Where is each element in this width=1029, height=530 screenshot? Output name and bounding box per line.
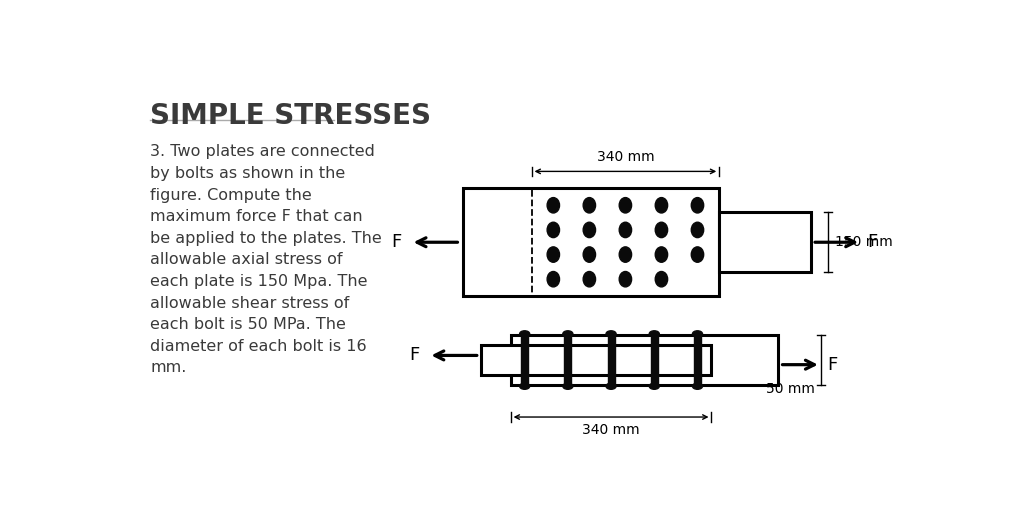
Text: 3. Two plates are connected
by bolts as shown in the
figure. Compute the
maximum: 3. Two plates are connected by bolts as … <box>150 145 382 375</box>
Text: 340 mm: 340 mm <box>597 149 654 164</box>
Ellipse shape <box>619 222 632 237</box>
Ellipse shape <box>619 271 632 287</box>
Polygon shape <box>607 334 614 386</box>
Ellipse shape <box>606 383 616 390</box>
Ellipse shape <box>547 271 560 287</box>
Ellipse shape <box>547 198 560 213</box>
Ellipse shape <box>655 198 668 213</box>
Text: 50 mm: 50 mm <box>766 382 815 395</box>
Text: 150 mm: 150 mm <box>836 235 893 249</box>
Ellipse shape <box>693 331 703 337</box>
Ellipse shape <box>520 331 530 337</box>
Polygon shape <box>463 188 719 296</box>
Ellipse shape <box>691 198 704 213</box>
Text: F: F <box>827 356 838 374</box>
Polygon shape <box>510 335 778 385</box>
Ellipse shape <box>583 198 596 213</box>
Ellipse shape <box>655 271 668 287</box>
Text: F: F <box>391 233 401 251</box>
Ellipse shape <box>583 247 596 262</box>
Ellipse shape <box>547 247 560 262</box>
Ellipse shape <box>583 271 596 287</box>
Ellipse shape <box>655 247 668 262</box>
Ellipse shape <box>649 331 660 337</box>
Ellipse shape <box>583 222 596 237</box>
Ellipse shape <box>547 222 560 237</box>
Text: F: F <box>409 347 419 365</box>
Polygon shape <box>482 344 711 375</box>
Polygon shape <box>650 334 658 386</box>
Text: F: F <box>867 233 878 251</box>
Ellipse shape <box>563 383 573 390</box>
Ellipse shape <box>691 222 704 237</box>
Ellipse shape <box>520 383 530 390</box>
Ellipse shape <box>619 198 632 213</box>
Ellipse shape <box>691 247 704 262</box>
Text: 340 mm: 340 mm <box>582 423 640 437</box>
Ellipse shape <box>563 331 573 337</box>
Polygon shape <box>694 334 701 386</box>
Ellipse shape <box>655 222 668 237</box>
Polygon shape <box>521 334 528 386</box>
Ellipse shape <box>649 383 660 390</box>
Polygon shape <box>719 212 811 272</box>
Ellipse shape <box>693 383 703 390</box>
Polygon shape <box>564 334 571 386</box>
Ellipse shape <box>606 331 616 337</box>
Text: SIMPLE STRESSES: SIMPLE STRESSES <box>150 102 431 130</box>
Ellipse shape <box>619 247 632 262</box>
